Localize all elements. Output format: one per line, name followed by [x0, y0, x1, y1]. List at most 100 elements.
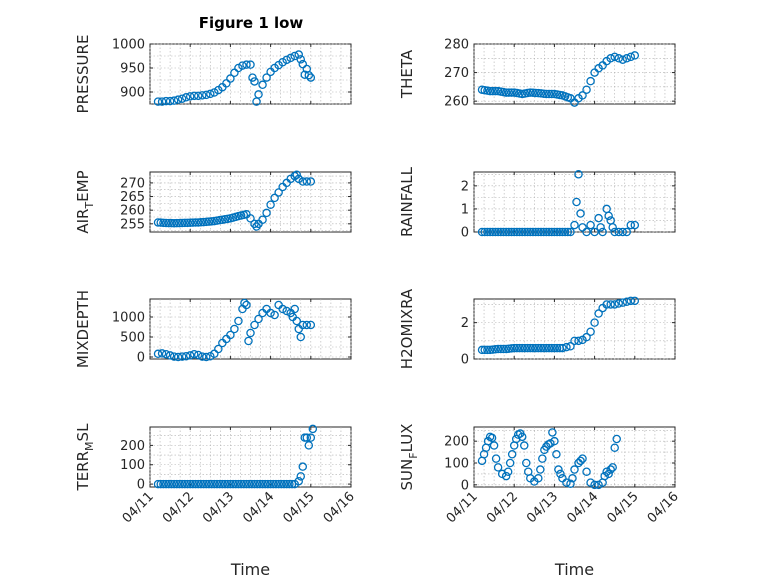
data-point — [246, 214, 255, 223]
data-point — [206, 89, 215, 99]
data-point — [296, 472, 305, 481]
data-point-interp — [180, 218, 190, 228]
data-point-interp — [512, 343, 522, 353]
data-point — [604, 469, 613, 479]
data-point — [226, 479, 235, 489]
data-point — [570, 465, 579, 474]
data-point — [574, 336, 583, 346]
data-point — [618, 227, 627, 237]
data-point — [304, 70, 314, 80]
data-point — [610, 443, 619, 452]
data-point — [507, 450, 517, 459]
y-axis-label-main: AIR — [74, 209, 92, 234]
figure-title: Figure 1 low — [199, 14, 304, 32]
data-point — [202, 217, 211, 227]
data-point-interp — [555, 227, 565, 237]
data-point — [618, 298, 627, 307]
data-point-interp — [507, 227, 516, 237]
data-point-interp — [491, 227, 500, 237]
data-point-interp — [483, 227, 492, 237]
data-point-interp — [507, 88, 516, 97]
data-point — [153, 97, 163, 106]
data-point — [554, 465, 563, 474]
data-point — [304, 441, 314, 450]
data-point — [302, 320, 312, 330]
data-point — [477, 345, 487, 355]
data-point — [610, 227, 619, 237]
data-point — [503, 467, 513, 476]
data-point — [526, 343, 535, 353]
data-point-interp — [260, 479, 270, 489]
data-point — [278, 304, 287, 314]
y-axis-label-rest: EMP — [74, 170, 92, 201]
data-point-interp — [191, 218, 200, 227]
data-point-interp — [531, 88, 540, 98]
data-point-interp — [255, 479, 265, 489]
data-point — [266, 200, 275, 209]
subplot-h2omixra: 0 2 H2OMIXRA — [398, 288, 676, 369]
data-point-interp — [164, 218, 174, 228]
data-point — [294, 50, 303, 59]
data-point — [534, 227, 543, 237]
data-point — [169, 479, 179, 489]
data-point — [270, 193, 279, 203]
y-axis-label: THETA — [398, 49, 416, 99]
data-point-interp — [520, 227, 530, 237]
data-point-interp — [552, 227, 562, 237]
data-point-interp — [215, 479, 224, 489]
data-point — [246, 60, 255, 69]
data-point-interp — [180, 479, 190, 489]
data-point — [169, 96, 179, 105]
data-point — [538, 454, 547, 463]
data-point-interp — [175, 479, 184, 489]
data-point — [618, 55, 627, 64]
data-point — [185, 92, 195, 101]
data-point-interp — [204, 479, 214, 489]
x-axis-label: Time — [554, 560, 594, 579]
data-point-interp — [491, 86, 500, 96]
subplot-pressure: 900 950 1000 PRESSURE — [74, 35, 352, 113]
data-point — [552, 450, 561, 459]
data-point — [165, 96, 175, 106]
data-point-interp — [536, 227, 546, 237]
axes-frame — [473, 171, 676, 233]
data-point-interp — [175, 218, 184, 228]
data-point — [485, 86, 495, 96]
data-point-interp — [172, 218, 182, 228]
y-axis-label: SUNFLUX — [398, 424, 420, 491]
data-point — [576, 209, 585, 218]
y-tick-label: 900 — [120, 86, 145, 101]
data-point — [157, 349, 167, 358]
data-point — [161, 96, 171, 106]
data-point — [630, 51, 640, 60]
data-point-interp — [523, 227, 532, 237]
data-point-interp — [539, 89, 548, 98]
y-tick-label: 265 — [120, 190, 145, 205]
data-point — [489, 441, 499, 450]
data-point — [308, 424, 318, 434]
data-point — [294, 476, 303, 486]
data-point — [562, 342, 571, 352]
data-point — [161, 479, 171, 489]
y-tick-label: 280 — [444, 38, 469, 53]
data-point — [177, 218, 187, 228]
data-point — [198, 352, 207, 361]
data-point — [626, 52, 636, 62]
data-point — [548, 428, 557, 437]
data-point — [562, 478, 571, 487]
data-point — [193, 218, 203, 227]
data-point — [282, 55, 291, 65]
x-tick-label: 04/13 — [200, 489, 237, 526]
data-point — [210, 479, 219, 489]
data-point-interp — [207, 479, 216, 489]
data-point — [202, 479, 211, 489]
data-point — [534, 88, 543, 98]
data-point — [582, 85, 591, 94]
data-point-interp — [196, 218, 206, 227]
data-point — [177, 479, 187, 489]
data-point — [517, 343, 527, 353]
y-tick-label: 200 — [444, 435, 469, 450]
data-point — [556, 469, 565, 479]
